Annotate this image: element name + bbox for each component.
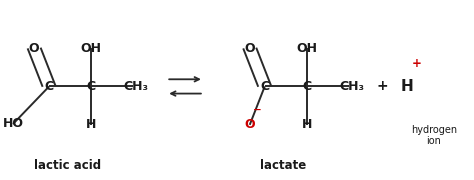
Text: lactate: lactate [260, 159, 307, 172]
Text: H: H [86, 118, 97, 131]
Text: C: C [302, 80, 311, 93]
Text: HO: HO [2, 117, 24, 130]
Text: O: O [245, 118, 255, 131]
Text: C: C [260, 80, 269, 93]
Text: CH₃: CH₃ [123, 80, 148, 93]
Text: C: C [87, 80, 96, 93]
Text: H: H [302, 118, 312, 131]
Text: C: C [45, 80, 54, 93]
Text: hydrogen
ion: hydrogen ion [411, 125, 457, 146]
Text: OH: OH [296, 42, 318, 55]
Text: H: H [401, 79, 413, 94]
Text: lactic acid: lactic acid [34, 159, 101, 172]
Text: −: − [253, 105, 262, 115]
Text: CH₃: CH₃ [339, 80, 364, 93]
Text: O: O [245, 42, 255, 55]
Text: +: + [412, 57, 422, 70]
Text: O: O [29, 42, 39, 55]
Text: +: + [376, 79, 388, 93]
Text: OH: OH [81, 42, 102, 55]
